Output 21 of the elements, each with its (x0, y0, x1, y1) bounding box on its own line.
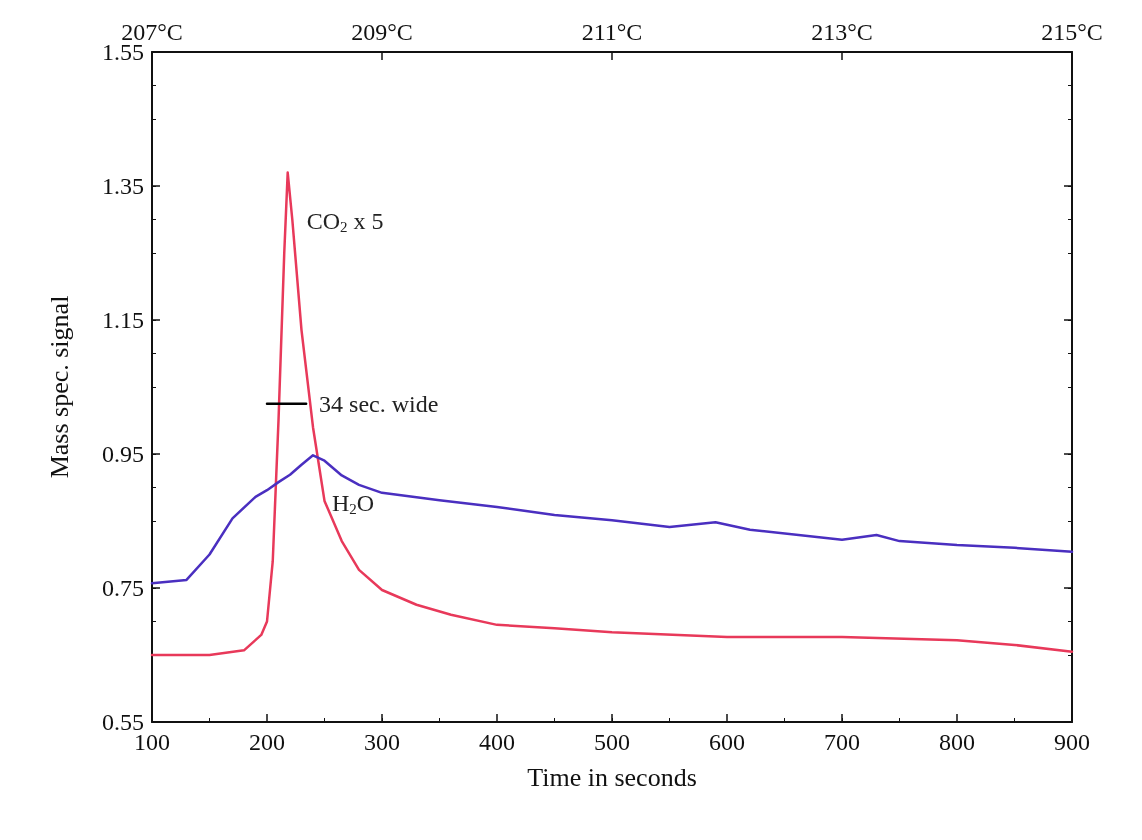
x-tick-label: 900 (1054, 729, 1090, 755)
x-tick-label: 200 (249, 729, 285, 755)
x-tick-label: 800 (939, 729, 975, 755)
y-tick-label: 1.35 (102, 173, 144, 199)
x-tick-label: 700 (824, 729, 860, 755)
x-tick-label: 300 (364, 729, 400, 755)
y-tick-label: 0.95 (102, 441, 144, 467)
x2-tick-label: 209°C (351, 19, 413, 45)
line-series (150, 171, 1074, 657)
x-tick-label: 500 (594, 729, 630, 755)
y-tick-label: 0.75 (102, 575, 144, 601)
x2-tick-label: 215°C (1041, 19, 1103, 45)
series-label: 34 sec. wide (319, 390, 439, 417)
y-tick-label: 1.15 (102, 307, 144, 333)
x-tick-label: 400 (479, 729, 515, 755)
x2-tick-label: 213°C (811, 19, 873, 45)
x-tick-label: 600 (709, 729, 745, 755)
x2-tick-label: 211°C (581, 19, 643, 45)
y-axis-title: Mass spec. signal (44, 295, 74, 479)
line-series (150, 454, 1074, 585)
x-axis-title: Time in seconds (527, 762, 697, 792)
